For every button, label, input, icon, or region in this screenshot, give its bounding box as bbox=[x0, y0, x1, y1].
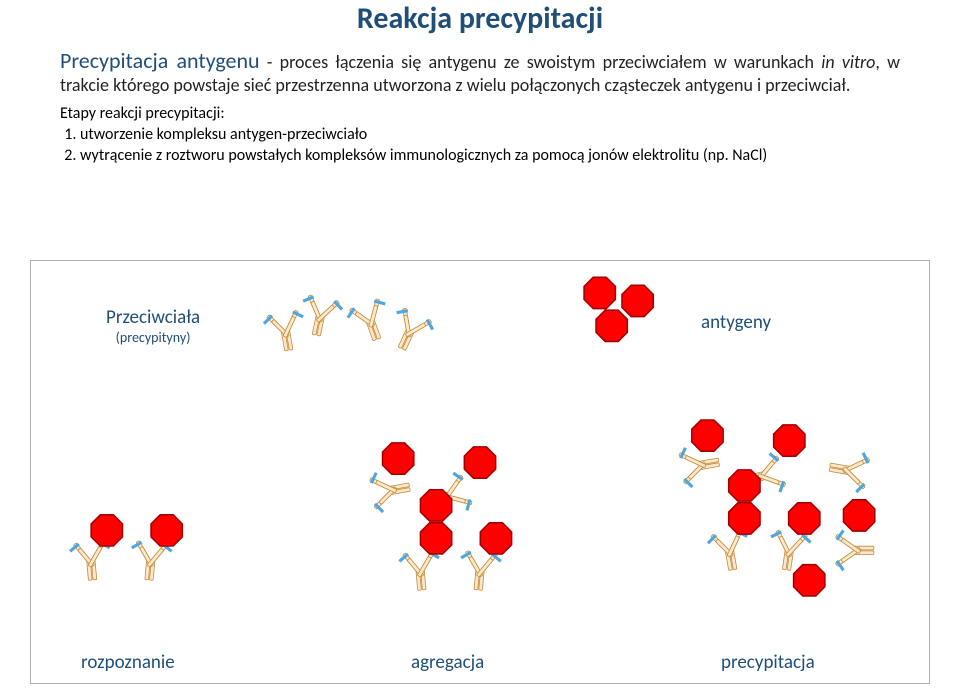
step-item: wytrącenie z roztworu powstałych komplek… bbox=[80, 146, 900, 165]
diagram-box: Przeciwciała (precypityny) antygeny rozp… bbox=[30, 260, 930, 684]
intro-dash: - bbox=[260, 51, 280, 73]
antigen-icon bbox=[480, 523, 511, 554]
antigen-icon bbox=[622, 285, 653, 316]
antigen-icon bbox=[843, 500, 874, 531]
antigen-icon bbox=[789, 503, 820, 534]
antigen-icon bbox=[382, 443, 413, 474]
antigen-icon bbox=[151, 515, 182, 546]
steps-list: utworzenie kompleksu antygen-przeciwciał… bbox=[80, 125, 900, 165]
antigen-icon bbox=[774, 425, 805, 456]
label-antibodies-sub: (precypityny) bbox=[106, 329, 200, 346]
step-item: utworzenie kompleksu antygen-przeciwciał… bbox=[80, 125, 900, 144]
antigen-icon bbox=[420, 523, 451, 554]
intro-body1: proces łączenia się antygenu ze swoistym… bbox=[280, 51, 822, 73]
label-precipitation: precypitacja bbox=[721, 651, 815, 674]
antibody-icon bbox=[383, 305, 437, 357]
antigen-icon bbox=[794, 565, 825, 596]
antigen-icon bbox=[464, 447, 495, 478]
antibody-icon bbox=[706, 528, 754, 573]
label-antibodies: Przeciwciała (precypityny) bbox=[106, 306, 200, 346]
intro-italic: in vitro bbox=[821, 51, 875, 73]
label-recognition: rozpoznanie bbox=[81, 651, 175, 674]
antigen-icon bbox=[584, 277, 615, 308]
label-antibodies-text: Przeciwciała bbox=[106, 306, 200, 329]
antigen-icon bbox=[729, 503, 760, 534]
intro-paragraph: Precypitacja antygenu - proces łączenia … bbox=[60, 47, 900, 96]
label-antigens: antygeny bbox=[701, 311, 771, 334]
label-aggregation: agregacja bbox=[411, 651, 484, 674]
intro-lead: Precypitacja antygenu bbox=[60, 47, 260, 74]
antigen-icon bbox=[596, 310, 627, 341]
antibody-icon bbox=[835, 530, 873, 572]
antibody-icon bbox=[458, 550, 503, 592]
antigen-icon bbox=[91, 515, 122, 546]
antigen-icon bbox=[729, 470, 760, 501]
steps-heading: Etapy reakcji precypitacji: bbox=[60, 104, 900, 123]
antigen-icon bbox=[420, 490, 451, 521]
antibody-icon bbox=[826, 447, 871, 495]
page-title: Reakcja precypitacji bbox=[0, 0, 960, 37]
antigen-icon bbox=[692, 420, 723, 451]
antibody-icon bbox=[262, 309, 310, 354]
antibody-icon bbox=[398, 550, 443, 592]
antibody-icon bbox=[344, 296, 396, 346]
